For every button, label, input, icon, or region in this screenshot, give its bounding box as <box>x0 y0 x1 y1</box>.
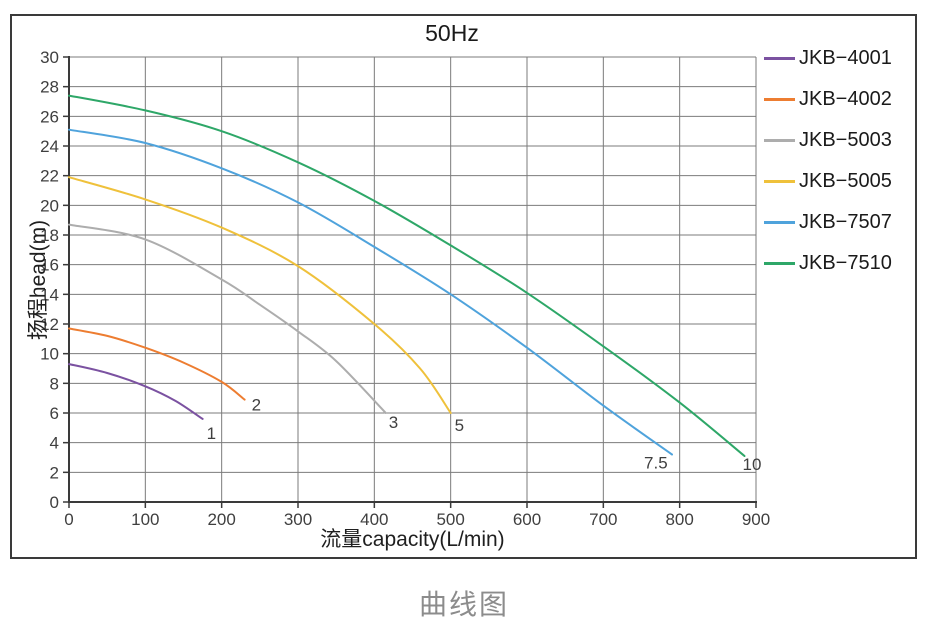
legend-swatch <box>764 220 795 224</box>
x-tick-label: 500 <box>436 510 464 529</box>
curve-power-label: 5 <box>455 416 464 435</box>
curve-JKB−4001 <box>68 363 204 420</box>
legend-label: JKB−7507 <box>799 210 892 233</box>
x-tick-label: 900 <box>742 510 770 529</box>
legend-item: JKB−4002 <box>764 87 892 111</box>
chart-title: 50Hz <box>425 20 479 46</box>
legend-label: JKB−4002 <box>799 87 892 110</box>
legend-label: JKB−7510 <box>799 251 892 274</box>
y-tick-label: 10 <box>40 345 59 364</box>
legend-item: JKB−7507 <box>764 210 892 234</box>
curve-JKB−7510 <box>68 94 746 457</box>
legend-item: JKB−4001 <box>764 46 892 70</box>
x-tick-label: 800 <box>665 510 693 529</box>
y-tick-label: 14 <box>40 285 59 304</box>
legend-swatch <box>764 97 795 101</box>
curve-power-label: 10 <box>743 455 762 474</box>
x-tick-label: 400 <box>360 510 388 529</box>
curve-power-label: 1 <box>207 424 216 443</box>
legend-label: JKB−5003 <box>799 128 892 151</box>
curve-JKB−4002 <box>68 327 246 401</box>
curve-JKB−5003 <box>68 223 387 414</box>
legend-label: JKB−4001 <box>799 46 892 69</box>
x-tick-label: 0 <box>64 510 73 529</box>
x-tick-label: 100 <box>131 510 159 529</box>
x-tick-label: 600 <box>513 510 541 529</box>
y-tick-label: 24 <box>40 137 59 156</box>
caption: 曲线图 <box>418 589 509 620</box>
y-tick-label: 6 <box>50 404 59 423</box>
chart-frame <box>10 14 917 559</box>
y-tick-label: 2 <box>50 463 59 482</box>
y-tick-label: 26 <box>40 107 59 126</box>
legend-item: JKB−7510 <box>764 251 892 275</box>
y-tick-label: 16 <box>40 256 59 275</box>
y-tick-label: 22 <box>40 167 59 186</box>
legend-item: JKB−5003 <box>764 128 892 152</box>
y-tick-label: 0 <box>50 493 59 512</box>
y-tick-label: 30 <box>40 48 59 67</box>
legend-swatch <box>764 179 795 183</box>
x-axis-label: 流量capacity(L/min) <box>320 528 505 551</box>
legend-swatch <box>764 56 795 60</box>
x-tick-label: 200 <box>207 510 235 529</box>
x-tick-label: 300 <box>284 510 312 529</box>
x-tick-label: 700 <box>589 510 617 529</box>
y-tick-label: 18 <box>40 226 59 245</box>
legend-label: JKB−5005 <box>799 169 892 192</box>
y-tick-label: 8 <box>50 374 59 393</box>
y-tick-label: 20 <box>40 196 59 215</box>
curve-power-label: 7.5 <box>644 454 668 473</box>
curve-JKB−5005 <box>68 176 452 414</box>
curve-JKB−7507 <box>68 128 673 456</box>
curve-power-label: 2 <box>252 396 261 415</box>
curve-power-label: 3 <box>389 413 398 432</box>
y-tick-label: 12 <box>40 315 59 334</box>
y-tick-label: 4 <box>50 434 59 453</box>
legend-swatch <box>764 138 795 142</box>
y-tick-label: 28 <box>40 78 59 97</box>
legend-swatch <box>764 261 795 265</box>
legend-item: JKB−5005 <box>764 169 892 193</box>
legend: JKB−4001 JKB−4002 JKB−5003 JKB−5005 JKB−7507… <box>764 46 892 292</box>
y-axis-label: 扬程head(m) <box>27 219 50 341</box>
